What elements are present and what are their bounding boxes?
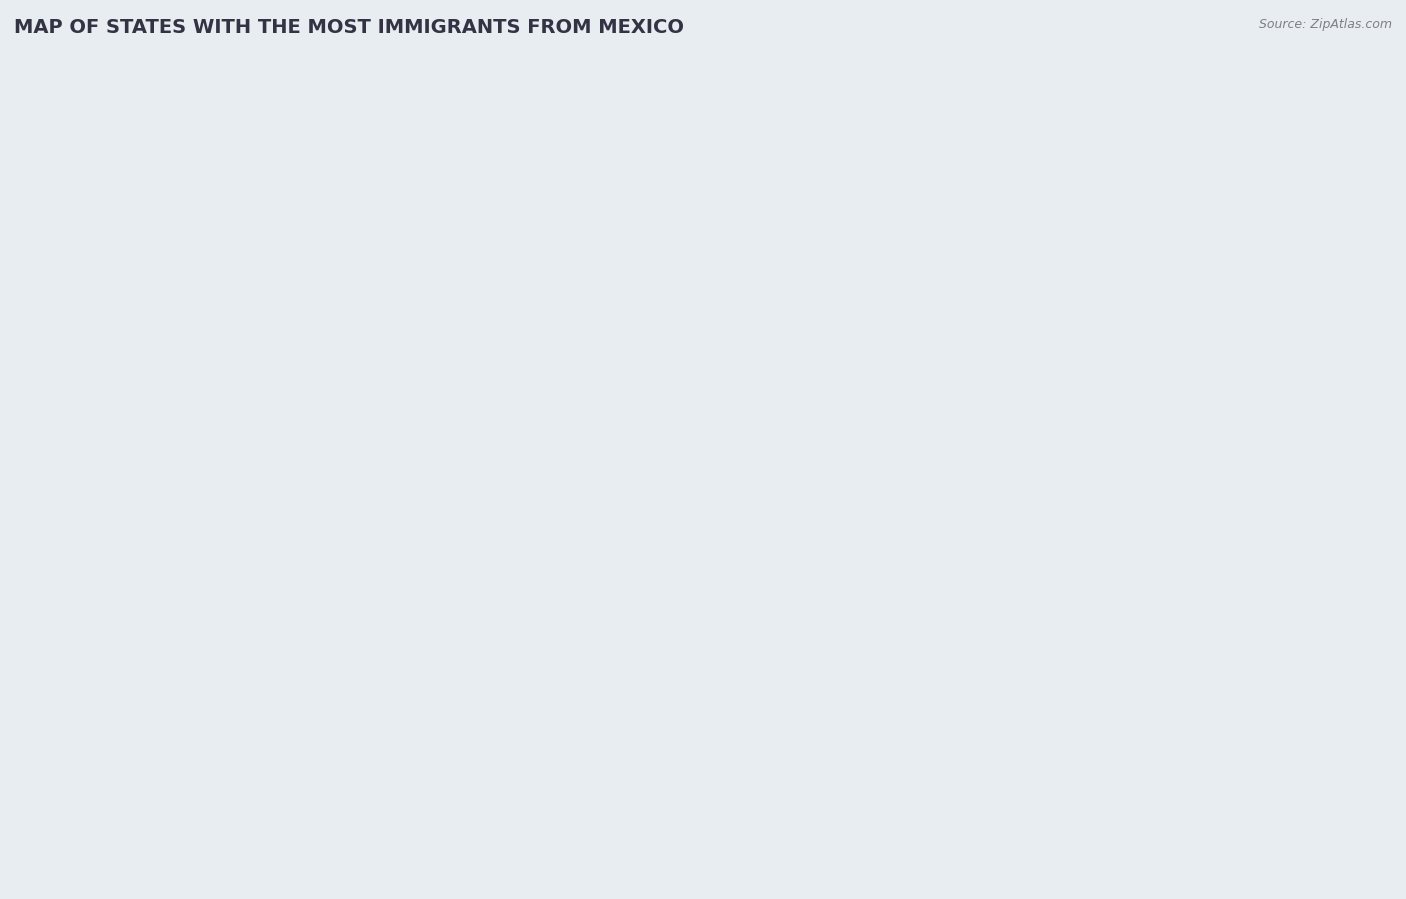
Text: Source: ZipAtlas.com: Source: ZipAtlas.com xyxy=(1258,18,1392,31)
Text: MAP OF STATES WITH THE MOST IMMIGRANTS FROM MEXICO: MAP OF STATES WITH THE MOST IMMIGRANTS F… xyxy=(14,18,685,37)
